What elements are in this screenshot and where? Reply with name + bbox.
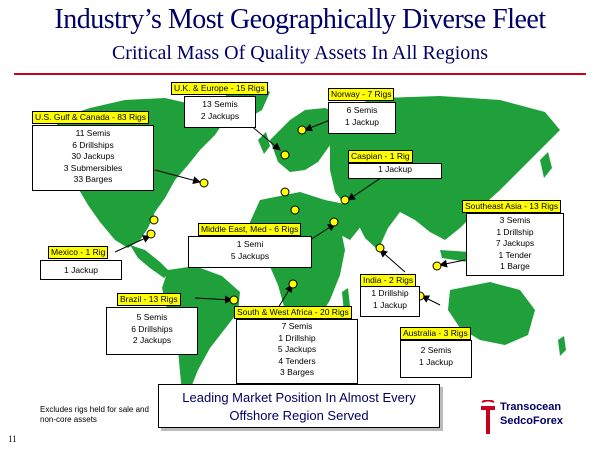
region-header-mexico: Mexico - 1 Rig: [48, 246, 109, 259]
region-line: 1 Drillship: [496, 226, 534, 237]
region-header-norway: Norway - 7 Rigs: [328, 88, 395, 101]
logo-icon: [481, 400, 495, 434]
region-line: 5 Jackups: [230, 250, 270, 261]
new-zealand-landmass: [558, 336, 566, 356]
region-box-seasia: 3 Semis 1 Drillship 7 Jackups 1 Tender 1…: [466, 213, 564, 276]
asia-landmass: [330, 96, 560, 250]
region-header-seasia: Southeast Asia - 13 Rigs: [462, 200, 562, 213]
footnote: Excludes rigs held for sale and non-core…: [40, 405, 149, 425]
south-america-landmass: [162, 266, 240, 392]
region-header-australia: Australia - 3 Rigs: [400, 327, 471, 340]
rig-marker: [199, 178, 209, 188]
japan-landmass: [540, 152, 552, 178]
footer-line-2: Offshore Region Served: [229, 408, 369, 423]
region-box-brazil: 5 Semis 6 Drillships 2 Jackups: [106, 307, 198, 355]
region-line: 6 Drillships: [72, 139, 114, 150]
uk-landmass: [258, 132, 270, 154]
region-line: 7 Jackups: [495, 238, 535, 248]
central-america-landmass: [130, 245, 170, 278]
footnote-line-1: Excludes rigs held for sale and: [40, 405, 149, 414]
region-line: 1 Jackup: [418, 356, 454, 367]
region-line: 3 Submersibles: [63, 162, 123, 173]
mexico-arrow: [114, 235, 151, 253]
footer-line-1: Leading Market Position In Almost Every: [182, 390, 416, 405]
region-box-mideast: 1 Semi 5 Jackups: [188, 236, 312, 268]
footnote-line-2: non-core assets: [40, 415, 97, 424]
region-box-norway: 6 Semis 1 Jackup: [328, 102, 396, 134]
rig-marker: [280, 150, 290, 160]
usgulf-arrow: [154, 169, 201, 185]
region-line: 4 Tenders: [278, 355, 316, 366]
region-line: 2 Jackups: [132, 335, 172, 345]
region-line: 1 Jackup: [344, 116, 380, 127]
title-divider: [14, 73, 586, 75]
region-line: 1 Semi: [236, 239, 264, 249]
rig-marker: [329, 217, 339, 227]
region-box-india: 1 Drillship 1 Jackup: [360, 286, 420, 317]
region-header-caspian: Caspian - 1 Rig: [348, 150, 413, 163]
region-box-africa: 7 Semis 1 Drillship 5 Jackups 4 Tenders …: [236, 319, 358, 384]
region-line: 1 Jackup: [372, 299, 408, 310]
page-number: 11: [8, 434, 17, 444]
rig-marker: [288, 279, 298, 289]
rig-marker: [229, 295, 239, 305]
region-line: 6 Semis: [346, 105, 378, 115]
region-header-brazil: Brazil - 13 Rigs: [117, 293, 181, 306]
region-line: 1 Tender: [498, 249, 532, 260]
company-logo: Transocean SedcoForex: [478, 398, 593, 438]
region-line: 3 Semis: [499, 215, 531, 225]
region-line: 1 Drillship: [278, 332, 316, 343]
region-line: 1 Jackup: [63, 265, 99, 275]
region-line: 5 Semis: [136, 312, 168, 322]
rig-marker: [146, 229, 156, 239]
region-header-usgulf: U.S. Gulf & Canada - 83 Rigs: [32, 111, 150, 124]
region-line: 1 Barge: [500, 261, 530, 271]
region-line: 30 Jackups: [71, 151, 115, 161]
region-box-australia: 2 Semis 1 Jackup: [400, 340, 472, 378]
region-line: 13 Semis: [202, 99, 238, 109]
region-box-usgulf: 11 Semis 6 Drillships 30 Jackups 3 Subme…: [32, 125, 154, 191]
region-line: 33 Barges: [73, 174, 113, 184]
page-subtitle: Critical Mass Of Quality Assets In All R…: [111, 42, 489, 64]
region-line: 3 Barges: [279, 367, 315, 377]
australia-arrow: [421, 295, 441, 306]
region-box-mexico: 1 Jackup: [40, 260, 122, 280]
region-line: 11 Semis: [75, 128, 111, 138]
brazil-arrow: [194, 295, 233, 304]
rig-marker: [432, 261, 442, 271]
region-box-uk: 13 Semis 2 Jackups: [184, 96, 256, 128]
rig-marker: [375, 243, 385, 253]
region-header-africa: South & West Africa - 20 Rigs: [234, 306, 352, 319]
india-arrow: [379, 249, 406, 273]
rig-marker: [149, 215, 159, 225]
region-line: 1 Drillship: [371, 288, 409, 298]
africa-arrow: [277, 284, 293, 309]
logo-line-2: SedcoForex: [500, 415, 563, 427]
region-line: 6 Drillships: [131, 323, 173, 334]
rig-marker: [280, 187, 290, 197]
norway-arrow: [304, 119, 331, 132]
rig-marker: [290, 205, 300, 215]
region-line: 2 Jackups: [200, 110, 240, 121]
region-header-mideast: Middle East, Med - 6 Rigs: [198, 223, 302, 236]
region-line: 1 Jackup: [377, 164, 413, 174]
region-header-uk: U.K. & Europe - 15 Rigs: [171, 82, 268, 95]
page-title: Industry’s Most Geographically Diverse F…: [54, 4, 546, 35]
region-line: 7 Semis: [281, 321, 313, 331]
rig-marker: [340, 195, 350, 205]
logo-line-1: Transocean: [500, 401, 562, 413]
region-box-caspian: 1 Jackup: [348, 163, 442, 179]
region-line: 2 Semis: [420, 345, 452, 355]
rig-marker: [297, 125, 307, 135]
footer-message-box: Leading Market Position In Almost Every …: [158, 384, 440, 428]
mideast-arrow: [309, 223, 336, 241]
seasia-arrow: [439, 259, 466, 268]
region-line: 5 Jackups: [277, 344, 317, 354]
